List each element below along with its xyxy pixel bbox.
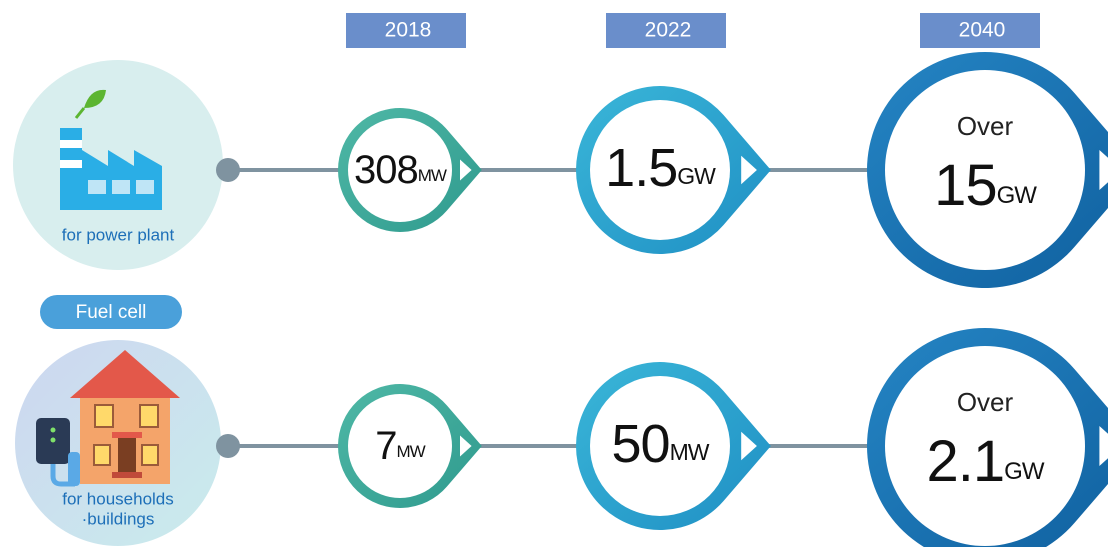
milestone-prefix: Over — [957, 111, 1014, 141]
row-label: ·buildings — [82, 509, 155, 528]
value-number: 50 — [612, 414, 670, 474]
year-label: 2022 — [645, 19, 692, 42]
value-number: 7 — [375, 424, 396, 468]
milestone: Over 2.1GW — [867, 328, 1108, 547]
milestone: Over 15GW — [867, 52, 1108, 288]
milestone: 7MW — [338, 384, 482, 508]
infographic: Fuel cell 2018 2022 2040 for power plant 308… — [0, 0, 1108, 547]
start-dot — [216, 434, 240, 458]
milestone: 50MW — [576, 362, 771, 530]
value-number: 308 — [354, 148, 418, 192]
value-unit: GW — [677, 163, 716, 189]
milestone: 308MW — [338, 108, 482, 232]
milestone: 1.5GW — [576, 86, 771, 254]
value-unit: MW — [397, 442, 426, 461]
value-unit: MW — [418, 166, 447, 185]
value-unit: MW — [670, 439, 710, 465]
year-label: 2018 — [385, 19, 432, 42]
row-label: for households — [62, 489, 174, 508]
row-label: for power plant — [62, 225, 175, 244]
year-label: 2040 — [959, 19, 1006, 42]
value-number: 15 — [934, 153, 997, 218]
value-number: 2.1 — [927, 429, 1005, 494]
category-label: Fuel cell — [76, 302, 147, 323]
value-unit: GW — [1004, 458, 1045, 485]
value-unit: GW — [997, 182, 1038, 209]
start-dot — [216, 158, 240, 182]
value-number: 1.5 — [605, 138, 677, 198]
milestone-prefix: Over — [957, 387, 1014, 417]
